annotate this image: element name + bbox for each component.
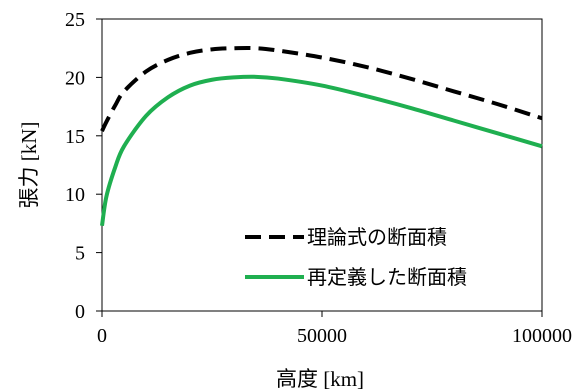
legend-label-1: 理論式の断面積	[307, 226, 447, 249]
y-axis-ticks: 0 5 10 15 20 25	[65, 9, 102, 323]
y-tick-label: 10	[65, 184, 85, 206]
x-tick-label: 50000	[297, 325, 347, 347]
y-axis-label: 張力 [kN]	[17, 122, 41, 209]
x-axis-ticks: 0 50000 100000	[97, 311, 572, 347]
series-line-2	[100, 74, 543, 227]
y-tick-label: 25	[65, 9, 85, 31]
y-tick-label: 15	[65, 126, 85, 148]
y-tick-label: 5	[75, 243, 85, 265]
y-tick-label: 0	[75, 301, 85, 323]
series-layer	[100, 45, 543, 227]
x-axis-label: 高度 [km]	[276, 367, 364, 391]
x-tick-label: 100000	[512, 325, 572, 347]
x-tick-label: 0	[97, 325, 107, 347]
legend-label-2: 再定義した断面積	[307, 266, 467, 289]
series-line-1	[100, 45, 543, 132]
y-tick-label: 20	[65, 67, 85, 89]
